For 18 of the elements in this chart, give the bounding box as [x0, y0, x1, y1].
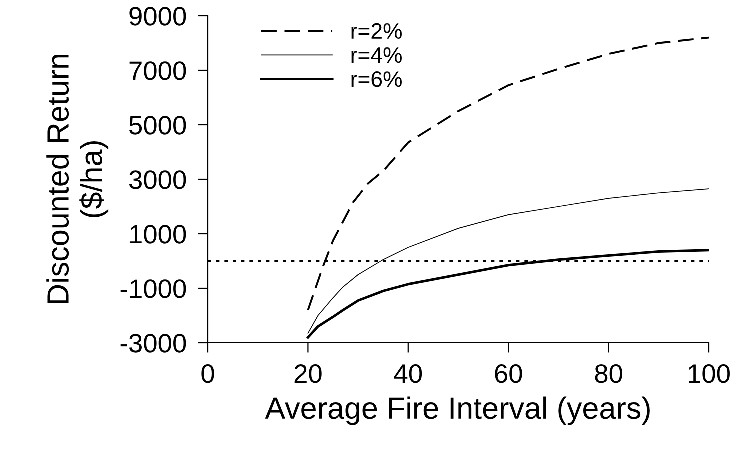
x-tick-label: 100: [689, 364, 730, 384]
x-tick-label: 20: [294, 364, 322, 384]
legend-label: r=4%: [352, 48, 402, 64]
y-tick-label: -1000: [120, 280, 186, 298]
x-tick-label: 40: [394, 364, 422, 384]
x-tick-label: 0: [202, 364, 214, 384]
y-tick-label: 3000: [129, 170, 186, 190]
y-tick-label: 1000: [130, 225, 186, 244]
legend-label: r=6%: [352, 71, 402, 88]
x-tick-label: 60: [495, 364, 522, 384]
x-axis-title: Average Fire Interval (years): [265, 396, 650, 426]
legend-label: r=2%: [352, 23, 402, 40]
y-tick-label: -3000: [120, 334, 186, 353]
y-tick-label: 9000: [130, 7, 186, 26]
y-axis-title: Discounted Return ($/ha): [46, 54, 109, 304]
x-tick-label: 80: [595, 364, 622, 384]
y-tick-label: 7000: [130, 62, 186, 80]
y-tick-label: 5000: [130, 116, 186, 135]
